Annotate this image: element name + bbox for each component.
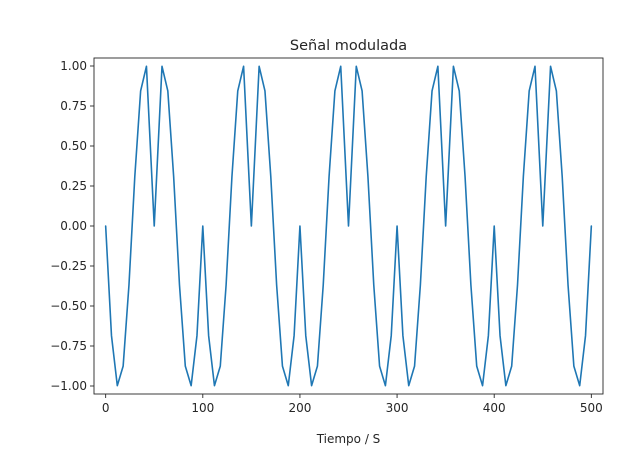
x-tick-label: 200 (288, 401, 311, 415)
axes-border (93, 57, 604, 395)
series-layer (104, 65, 593, 387)
y-tick-label: 0.25 (60, 179, 87, 193)
y-tick-label: 1.00 (60, 59, 87, 73)
x-tick-label: 100 (191, 401, 214, 415)
y-axis: −1.00 −0.75 −0.50 −0.25 0.00 0.25 0.50 0.75 1.00 (50, 59, 94, 393)
x-axis-label: Tiempo / S (316, 432, 381, 446)
x-tick-label: 500 (580, 401, 603, 415)
y-tick-label: 0.75 (60, 99, 87, 113)
y-tick-label: −0.25 (50, 259, 87, 273)
x-tick-label: 400 (483, 401, 506, 415)
y-tick-label: 0.00 (60, 219, 87, 233)
chart-title: Señal modulada (290, 38, 407, 54)
y-tick-label: −0.50 (50, 299, 87, 313)
y-tick-label: −0.75 (50, 339, 87, 353)
x-tick-label: 300 (386, 401, 409, 415)
axes-frame (93, 57, 604, 395)
x-tick-label: 0 (102, 401, 110, 415)
x-axis: 0 100 200 300 400 500 (102, 394, 603, 415)
y-tick-label: −1.00 (50, 379, 87, 393)
y-tick-label: 0.50 (60, 139, 87, 153)
series-line-1 (104, 65, 593, 387)
